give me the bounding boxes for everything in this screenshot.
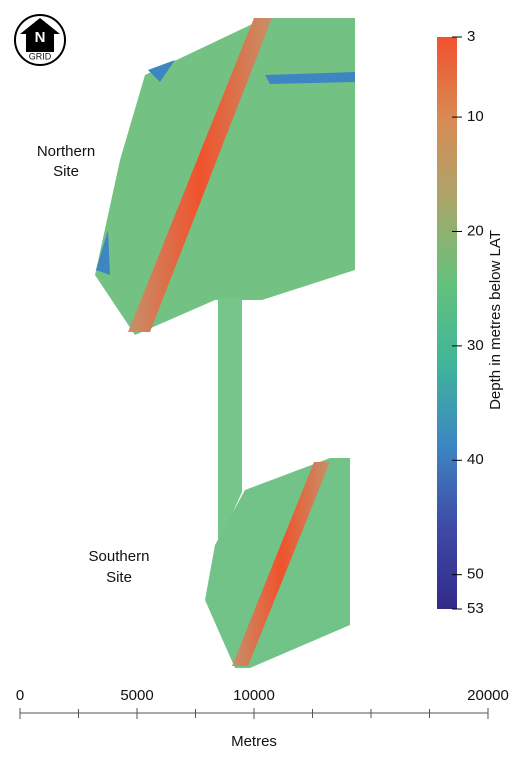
scale-bar-title: Metres [231, 733, 277, 750]
survey-area [95, 18, 355, 668]
colorbar-tick-label: 20 [467, 222, 484, 239]
colorbar-tick-label: 40 [467, 451, 484, 468]
site-label: Site [53, 163, 79, 180]
site-label: Southern [89, 548, 150, 565]
deep-edge [96, 60, 355, 275]
north-letter: N [35, 29, 46, 46]
colorbar-tick-label: 3 [467, 28, 475, 45]
colorbar [437, 37, 457, 609]
colorbar-tick-label: 53 [467, 600, 484, 617]
north-arrow: N GRID [14, 14, 66, 66]
scale-bar-tick-label: 5000 [120, 687, 153, 704]
site-label: Northern [37, 143, 95, 160]
northern-ridge [128, 18, 272, 332]
northern-site-area [95, 18, 355, 335]
colorbar-tick-label: 10 [467, 108, 484, 125]
scale-bar-tick-label: 10000 [233, 687, 275, 704]
colorbar-tick-label: 50 [467, 566, 484, 583]
southern-ridge [232, 462, 330, 666]
site-label: Site [106, 569, 132, 586]
corridor-area [218, 298, 242, 545]
colorbar-title: Depth in metres below LAT [487, 230, 504, 410]
scale-bar-tick-label: 20000 [467, 687, 509, 704]
scale-bar-tick-label: 0 [16, 687, 24, 704]
north-grid-label: GRID [29, 51, 52, 61]
colorbar-tick-label: 30 [467, 337, 484, 354]
